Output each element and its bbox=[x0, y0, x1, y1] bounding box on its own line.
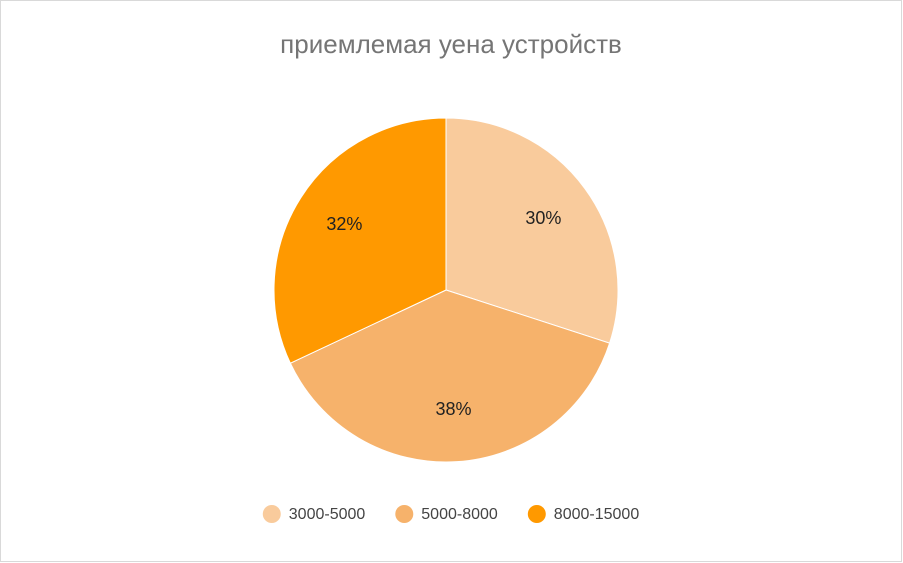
legend-label: 8000-15000 bbox=[554, 506, 640, 523]
chart-title: приемлемая уена устройств bbox=[280, 29, 622, 59]
legend-swatch bbox=[395, 505, 414, 523]
legend-label: 3000-5000 bbox=[289, 506, 366, 523]
pie-slice bbox=[445, 117, 619, 344]
data-label: 32% bbox=[326, 214, 362, 234]
legend-label: 5000-8000 bbox=[421, 506, 498, 523]
data-label: 30% bbox=[525, 208, 561, 228]
legend-swatch bbox=[527, 505, 546, 523]
data-label: 38% bbox=[436, 399, 472, 419]
pie-slice bbox=[273, 117, 447, 364]
legend-swatch bbox=[262, 505, 281, 523]
pie-slice bbox=[289, 289, 611, 463]
